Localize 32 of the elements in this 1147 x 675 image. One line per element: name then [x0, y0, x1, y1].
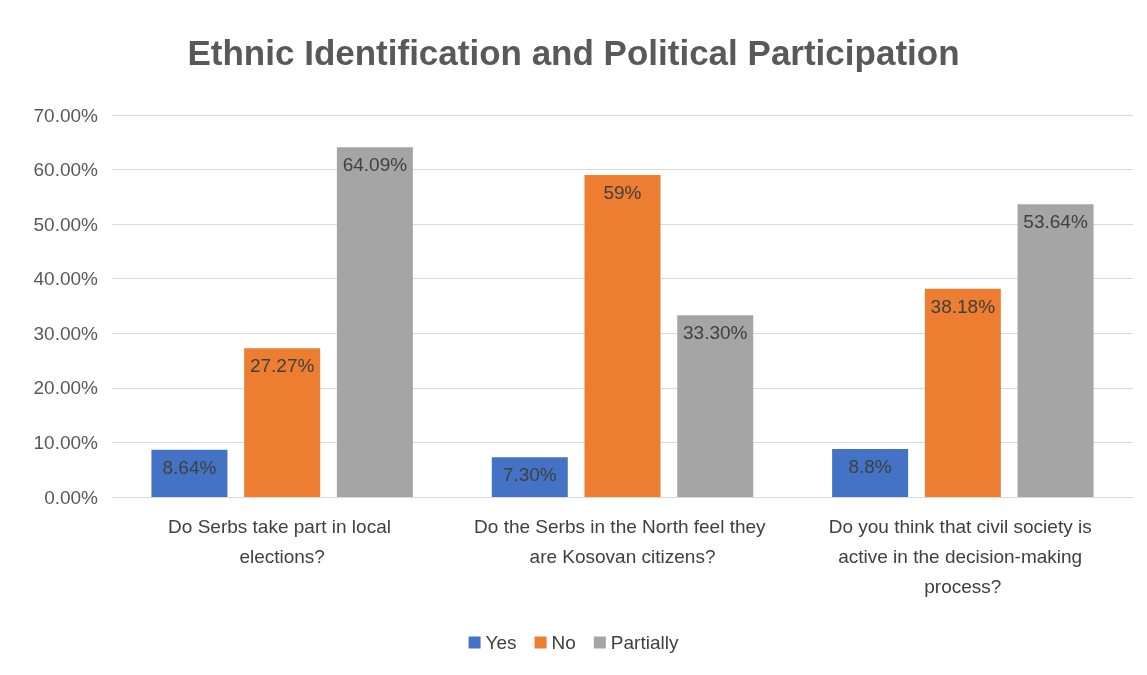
- x-tick-label: Do you think that civil society is active in the decision-making process?: [828, 515, 1097, 597]
- x-tick-label: Do the Serbs in the North feel they are Kosovan citizens?: [474, 515, 771, 567]
- data-label: 7.30%: [502, 464, 557, 486]
- data-label: 64.09%: [342, 154, 408, 176]
- data-label: 53.64%: [1023, 211, 1088, 233]
- bar: [832, 448, 909, 497]
- bar: [584, 175, 661, 497]
- x-tick-label: Do Serbs take part in local elections?: [168, 515, 397, 567]
- bar: [244, 348, 321, 497]
- legend-label: Partially: [610, 632, 679, 653]
- data-label: 33.30%: [682, 322, 748, 344]
- legend-label: No: [551, 632, 576, 653]
- y-tick-label: 40.00%: [33, 268, 99, 290]
- y-tick-label: 10.00%: [33, 431, 99, 453]
- legend-label: Yes: [485, 632, 517, 653]
- bar: [677, 315, 754, 497]
- chart-title: Ethnic Identification and Political Participation: [187, 33, 960, 72]
- bar: [1017, 204, 1094, 497]
- data-label: 27.27%: [249, 355, 315, 377]
- data-label: 38.18%: [930, 295, 996, 317]
- y-tick-label: 20.00%: [33, 377, 99, 399]
- bar: [491, 457, 568, 497]
- data-label: 8.8%: [848, 455, 892, 477]
- y-tick-label: 50.00%: [33, 213, 99, 235]
- y-tick-label: 70.00%: [33, 104, 99, 126]
- bar: [336, 147, 413, 497]
- y-tick-label: 60.00%: [33, 159, 99, 181]
- y-tick-label: 30.00%: [33, 322, 99, 344]
- y-tick-label: 0.00%: [44, 486, 99, 508]
- data-label: 59%: [603, 182, 642, 204]
- bar: [924, 288, 1001, 497]
- data-label: 8.64%: [162, 456, 217, 478]
